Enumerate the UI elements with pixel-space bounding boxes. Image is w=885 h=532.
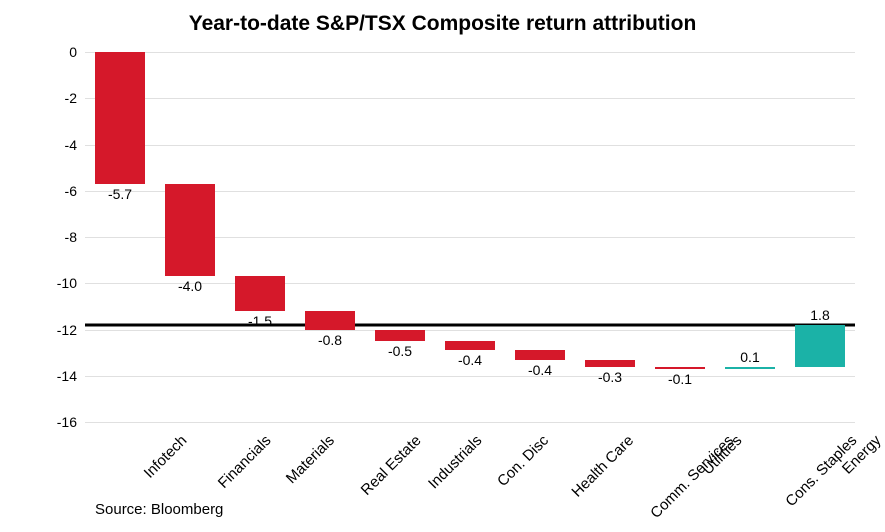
ytick-label: -8	[65, 229, 85, 245]
gridline	[85, 98, 855, 99]
ytick-label: -16	[57, 414, 85, 430]
waterfall-bar	[375, 330, 425, 342]
bar-value-label: -1.5	[248, 313, 272, 329]
xtick-label: Real Estate	[358, 432, 425, 499]
ytick-label: -6	[65, 183, 85, 199]
bar-value-label: 1.8	[810, 307, 829, 323]
xtick-label: Con. Disc	[494, 432, 552, 490]
waterfall-bar	[305, 311, 355, 330]
gridline	[85, 422, 855, 423]
ytick-label: 0	[69, 44, 85, 60]
waterfall-bar	[95, 52, 145, 184]
ytick-label: -10	[57, 275, 85, 291]
bar-value-label: -0.8	[318, 332, 342, 348]
bar-value-label: -0.5	[388, 343, 412, 359]
ytick-label: -12	[57, 322, 85, 338]
bar-value-label: 0.1	[740, 349, 759, 365]
xtick-label: Industrials	[425, 432, 485, 492]
waterfall-bar	[585, 360, 635, 367]
bar-value-label: -4.0	[178, 278, 202, 294]
bar-value-label: -0.1	[668, 371, 692, 387]
gridline	[85, 330, 855, 331]
waterfall-bar	[795, 325, 845, 367]
waterfall-bar	[445, 341, 495, 350]
chart-container: Year-to-date S&P/TSX Composite return at…	[0, 0, 885, 532]
bar-value-label: -0.3	[598, 369, 622, 385]
threshold-line	[85, 323, 855, 326]
chart-title: Year-to-date S&P/TSX Composite return at…	[0, 12, 885, 36]
source-text: Source: Bloomberg	[95, 501, 223, 518]
ytick-label: -2	[65, 90, 85, 106]
gridline	[85, 145, 855, 146]
waterfall-bar	[515, 350, 565, 359]
waterfall-bar	[165, 184, 215, 277]
xtick-label: Materials	[283, 432, 338, 487]
xtick-label: Infotech	[141, 432, 191, 482]
plot-area: 0-2-4-6-8-10-12-14-16-5.7Infotech-4.0Fin…	[85, 52, 855, 422]
gridline	[85, 52, 855, 53]
waterfall-bar	[235, 276, 285, 311]
waterfall-bar	[725, 367, 775, 369]
xtick-label: Financials	[215, 432, 275, 492]
bar-value-label: -0.4	[458, 352, 482, 368]
gridline	[85, 376, 855, 377]
ytick-label: -4	[65, 137, 85, 153]
ytick-label: -14	[57, 368, 85, 384]
bar-value-label: -0.4	[528, 362, 552, 378]
xtick-label: Health Care	[568, 432, 637, 501]
bar-value-label: -5.7	[108, 186, 132, 202]
waterfall-bar	[655, 367, 705, 369]
